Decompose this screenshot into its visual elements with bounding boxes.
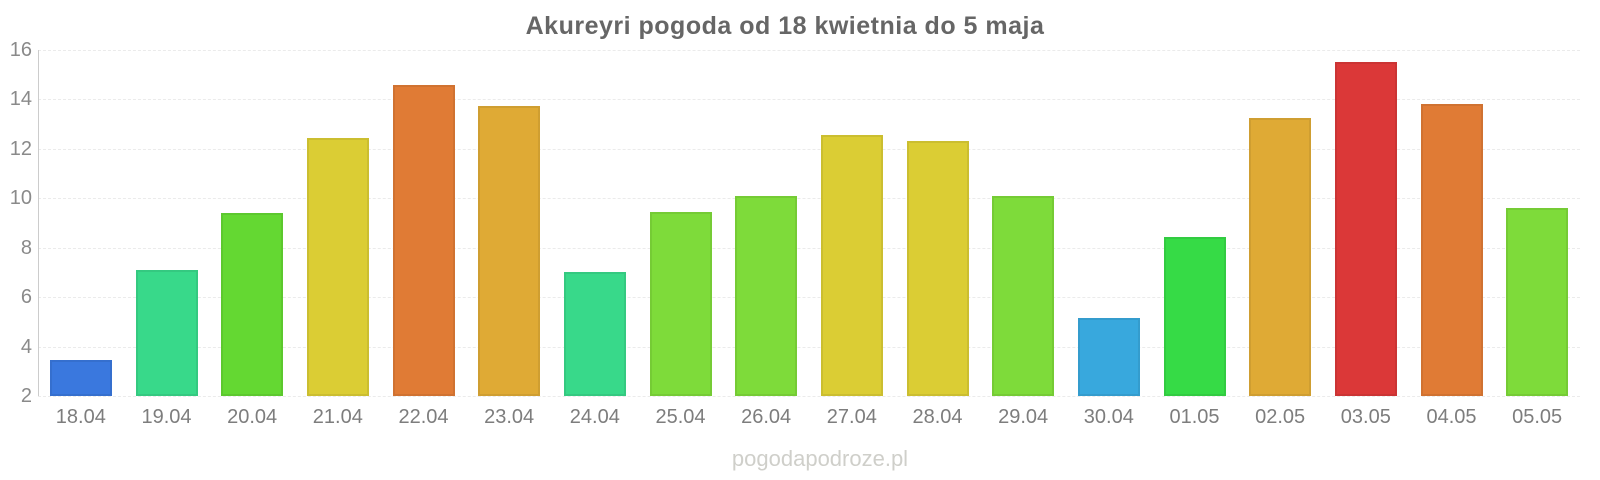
y-tick-label-10: 10 xyxy=(9,187,32,210)
bar-04.05 xyxy=(1420,104,1483,396)
bar-19.04 xyxy=(135,269,198,396)
gridline-8 xyxy=(38,247,1580,249)
y-tick-label-16: 16 xyxy=(9,39,32,61)
gridline-16 xyxy=(38,50,1580,51)
bar-20.04 xyxy=(221,213,284,396)
watermark: pogodapodroze.pl xyxy=(731,446,909,471)
x-tick-label-05.05: 05.05 xyxy=(1512,406,1563,428)
gridline-14 xyxy=(38,99,1580,101)
bar-01.05 xyxy=(1163,236,1226,396)
bar-26.04 xyxy=(735,195,798,396)
x-tick-label-27.04: 27.04 xyxy=(826,406,877,428)
x-tick-label-03.05: 03.05 xyxy=(1340,406,1391,428)
bar-29.04 xyxy=(992,195,1055,396)
bar-30.04 xyxy=(1077,318,1140,396)
x-tick-label-21.04: 21.04 xyxy=(312,406,363,428)
x-tick-label-25.04: 25.04 xyxy=(655,406,706,428)
chart-title: Akureyri pogoda od 18 kwietnia do 5 maja xyxy=(525,12,1045,40)
y-tick-label-14: 14 xyxy=(9,88,32,111)
x-tick-label-20.04: 20.04 xyxy=(227,406,278,428)
y-tick-label-2: 2 xyxy=(20,385,32,407)
x-tick-label-30.04: 30.04 xyxy=(1083,406,1134,428)
gridline-4 xyxy=(38,346,1580,348)
bar-22.04 xyxy=(392,84,455,396)
x-tick-label-01.05: 01.05 xyxy=(1169,406,1220,428)
bar-24.04 xyxy=(563,272,626,396)
x-tick-label-19.04: 19.04 xyxy=(141,406,192,428)
x-tick-label-04.05: 04.05 xyxy=(1426,406,1477,428)
x-tick-label-28.04: 28.04 xyxy=(912,406,963,428)
gridline-10 xyxy=(38,198,1580,200)
x-tick-label-26.04: 26.04 xyxy=(741,406,792,428)
bar-03.05 xyxy=(1334,62,1397,396)
bar-02.05 xyxy=(1249,117,1312,396)
x-tick-label-18.04: 18.04 xyxy=(55,406,106,428)
gridline-12 xyxy=(38,148,1580,150)
y-tick-label-4: 4 xyxy=(20,335,32,358)
y-axis-line xyxy=(38,50,39,396)
bar-21.04 xyxy=(306,137,369,396)
bar-23.04 xyxy=(478,105,541,396)
y-tick-label-6: 6 xyxy=(20,286,32,309)
bar-25.04 xyxy=(649,211,712,396)
x-tick-label-23.04: 23.04 xyxy=(484,406,535,428)
bar-05.05 xyxy=(1506,208,1569,396)
bar-27.04 xyxy=(820,135,883,396)
x-tick-label-02.05: 02.05 xyxy=(1255,406,1306,428)
x-tick-label-24.04: 24.04 xyxy=(569,406,620,428)
y-tick-label-12: 12 xyxy=(9,137,32,160)
gridline-6 xyxy=(38,297,1580,299)
bar-18.04 xyxy=(49,360,112,396)
x-tick-label-29.04: 29.04 xyxy=(998,406,1049,428)
y-tick-label-8: 8 xyxy=(20,236,32,259)
bar-28.04 xyxy=(906,141,969,396)
x-tick-label-22.04: 22.04 xyxy=(398,406,449,428)
gridline-2 xyxy=(38,396,1580,397)
